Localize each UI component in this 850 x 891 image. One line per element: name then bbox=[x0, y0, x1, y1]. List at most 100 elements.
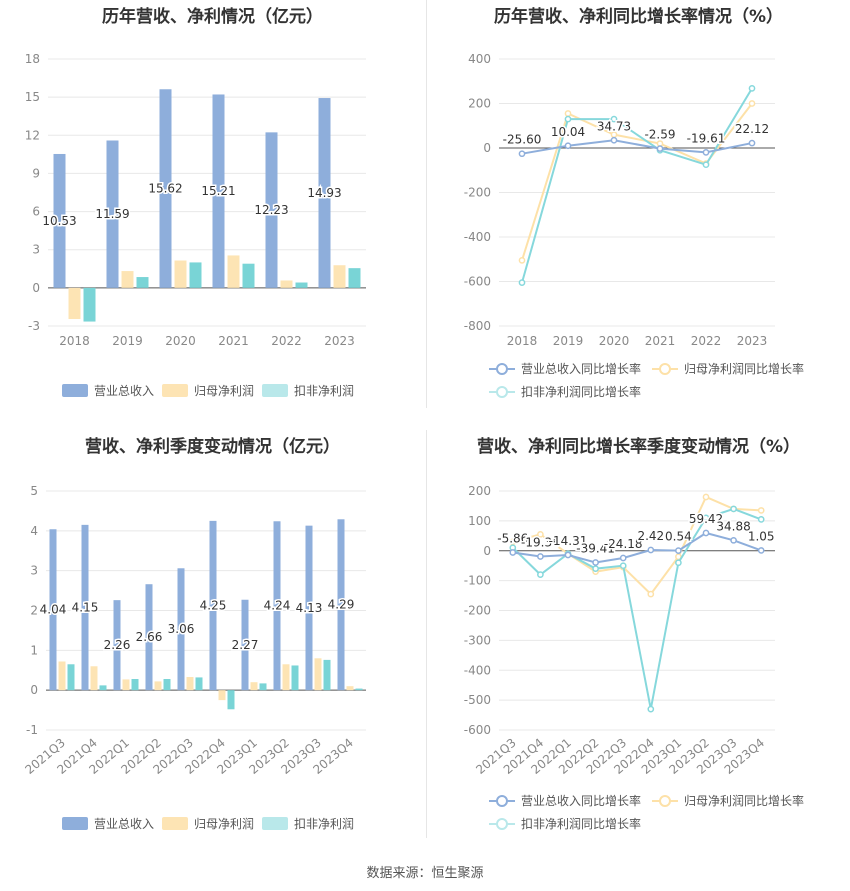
bar-deducted-profit bbox=[131, 679, 139, 691]
data-label: -5.86 bbox=[497, 532, 528, 546]
bar-parent-profit bbox=[68, 287, 81, 320]
data-label: -2.59 bbox=[644, 128, 675, 142]
point-deducted-growth bbox=[702, 161, 710, 169]
data-label: 22.12 bbox=[735, 122, 769, 136]
y-tick-label: -200 bbox=[464, 604, 491, 618]
data-label: 10.04 bbox=[551, 125, 585, 139]
x-tick-label: 2019 bbox=[112, 334, 143, 348]
legend-swatch bbox=[162, 817, 188, 830]
data-label: -19.36 bbox=[521, 536, 560, 550]
y-tick-label: 15 bbox=[25, 90, 40, 104]
legend-label: 营业总收入同比增长率 bbox=[521, 362, 642, 376]
x-tick-label: 2018 bbox=[59, 334, 90, 348]
point-deducted-growth bbox=[518, 279, 526, 286]
legend-item-revenue-growth[interactable]: 营业总收入同比增长率 bbox=[489, 360, 641, 377]
point-parent-growth bbox=[748, 100, 756, 107]
y-tick-label: -300 bbox=[464, 633, 491, 647]
bar-deducted-profit bbox=[136, 277, 149, 288]
bar-revenue bbox=[265, 132, 278, 288]
chart-title: 历年营收、净利情况（亿元） bbox=[102, 7, 323, 27]
legend-swatch bbox=[489, 362, 515, 375]
legend-item-deducted-profit[interactable]: 扣非净利润 bbox=[262, 815, 354, 832]
legend-label: 营业总收入 bbox=[94, 384, 155, 398]
y-tick-label: -400 bbox=[464, 663, 491, 677]
legend-item-parent-growth[interactable]: 归母净利润同比增长率 bbox=[652, 360, 804, 377]
legend-swatch bbox=[652, 794, 678, 807]
legend-item-deducted-growth[interactable]: 扣非净利润同比增长率 bbox=[489, 383, 641, 400]
chart-title: 营收、净利同比增长率季度变动情况（%） bbox=[476, 437, 801, 457]
bar-parent-profit bbox=[174, 260, 187, 288]
data-label: 10.53 bbox=[42, 214, 76, 228]
data-label: 34.73 bbox=[597, 119, 631, 133]
point-revenue-growth bbox=[730, 536, 737, 544]
point-parent-growth bbox=[702, 493, 710, 501]
bar-revenue bbox=[113, 600, 121, 691]
legend-swatch bbox=[489, 817, 515, 830]
legend-item-revenue[interactable]: 营业总收入 bbox=[62, 815, 154, 832]
legend-label: 营业总收入 bbox=[94, 817, 155, 831]
legend-swatch bbox=[652, 362, 678, 375]
y-tick-label: 9 bbox=[32, 166, 40, 180]
data-label: 2.27 bbox=[232, 638, 259, 652]
legend-label: 扣非净利润 bbox=[294, 817, 355, 831]
data-label: 2.42 bbox=[637, 529, 664, 543]
annual-revenue-profit-chart: 历年营收、净利情况（亿元） -3 0 3 6 9 12 15 18 10.53 11.59 15.6… bbox=[0, 0, 425, 408]
data-label: 2.26 bbox=[104, 638, 131, 652]
y-tick-label: -800 bbox=[464, 319, 491, 333]
legend-item-parent-profit[interactable]: 归母净利润 bbox=[162, 815, 254, 832]
data-label: 15.62 bbox=[148, 182, 182, 196]
y-tick-label: -1 bbox=[26, 723, 38, 737]
panel-divider bbox=[426, 0, 427, 408]
y-tick-label: 3 bbox=[32, 243, 40, 257]
chart-plot: -1 0 1 2 3 4 5 4.04 4.15 2.26 2.66 3.06 4.25 2.27 4.24… bbox=[22, 484, 366, 777]
data-label: 2.66 bbox=[136, 630, 163, 644]
point-revenue-growth bbox=[564, 551, 572, 559]
bar-deducted-profit bbox=[295, 282, 308, 288]
point-revenue-growth bbox=[592, 559, 599, 566]
bar-revenue bbox=[273, 521, 281, 691]
bar-revenue bbox=[337, 519, 345, 691]
bar-parent-profit bbox=[122, 679, 130, 691]
legend-item-deducted-growth[interactable]: 扣非净利润同比增长率 bbox=[489, 815, 641, 832]
data-label: 1.05 bbox=[748, 529, 775, 543]
legend-item-deducted-profit[interactable]: 扣非净利润 bbox=[262, 382, 354, 399]
legend-item-revenue[interactable]: 营业总收入 bbox=[62, 382, 154, 399]
data-label: -25.60 bbox=[503, 133, 542, 147]
legend-label: 扣非净利润 bbox=[294, 384, 355, 398]
legend-item-parent-growth[interactable]: 归母净利润同比增长率 bbox=[652, 792, 804, 809]
bar-revenue bbox=[159, 89, 172, 288]
bar-revenue bbox=[305, 525, 313, 691]
x-tick-label: 2022 bbox=[271, 334, 302, 348]
legend-swatch bbox=[262, 817, 288, 830]
y-tick-label: 0 bbox=[30, 683, 38, 697]
point-deducted-growth bbox=[537, 571, 544, 578]
x-tick-label: 2023 bbox=[324, 334, 355, 348]
bar-deducted-profit bbox=[189, 262, 202, 288]
y-tick-label: 12 bbox=[25, 128, 40, 142]
data-label: 0.54 bbox=[665, 530, 692, 544]
y-tick-label: 6 bbox=[32, 205, 40, 219]
y-tick-label: 200 bbox=[468, 97, 491, 111]
data-label: 34.88 bbox=[716, 519, 750, 533]
legend-item-revenue-growth[interactable]: 营业总收入同比增长率 bbox=[489, 792, 641, 809]
bar-deducted-profit bbox=[163, 679, 171, 691]
legend-label: 扣非净利润同比增长率 bbox=[521, 817, 642, 831]
point-deducted-growth bbox=[748, 85, 756, 92]
y-tick-label: 200 bbox=[468, 484, 491, 498]
point-revenue-growth bbox=[509, 549, 517, 556]
bar-revenue bbox=[209, 520, 217, 691]
point-deducted-growth bbox=[675, 559, 682, 567]
bar-parent-profit bbox=[280, 280, 293, 288]
bar-revenue bbox=[177, 568, 185, 691]
legend-item-parent-profit[interactable]: 归母净利润 bbox=[162, 382, 254, 399]
data-label: 15.21 bbox=[201, 184, 235, 198]
chart-plot: -600 -500 -400 -300 -200 -100 0 100 200 -5.86-19.… bbox=[464, 484, 776, 777]
y-tick-label: -3 bbox=[28, 319, 40, 333]
legend-swatch bbox=[62, 817, 88, 830]
point-revenue-growth bbox=[656, 145, 664, 152]
bar-parent-profit bbox=[227, 255, 240, 288]
point-revenue-growth bbox=[757, 547, 765, 554]
data-label: 4.24 bbox=[264, 599, 291, 613]
bar-parent-profit bbox=[282, 664, 290, 691]
point-revenue-growth bbox=[702, 529, 710, 537]
